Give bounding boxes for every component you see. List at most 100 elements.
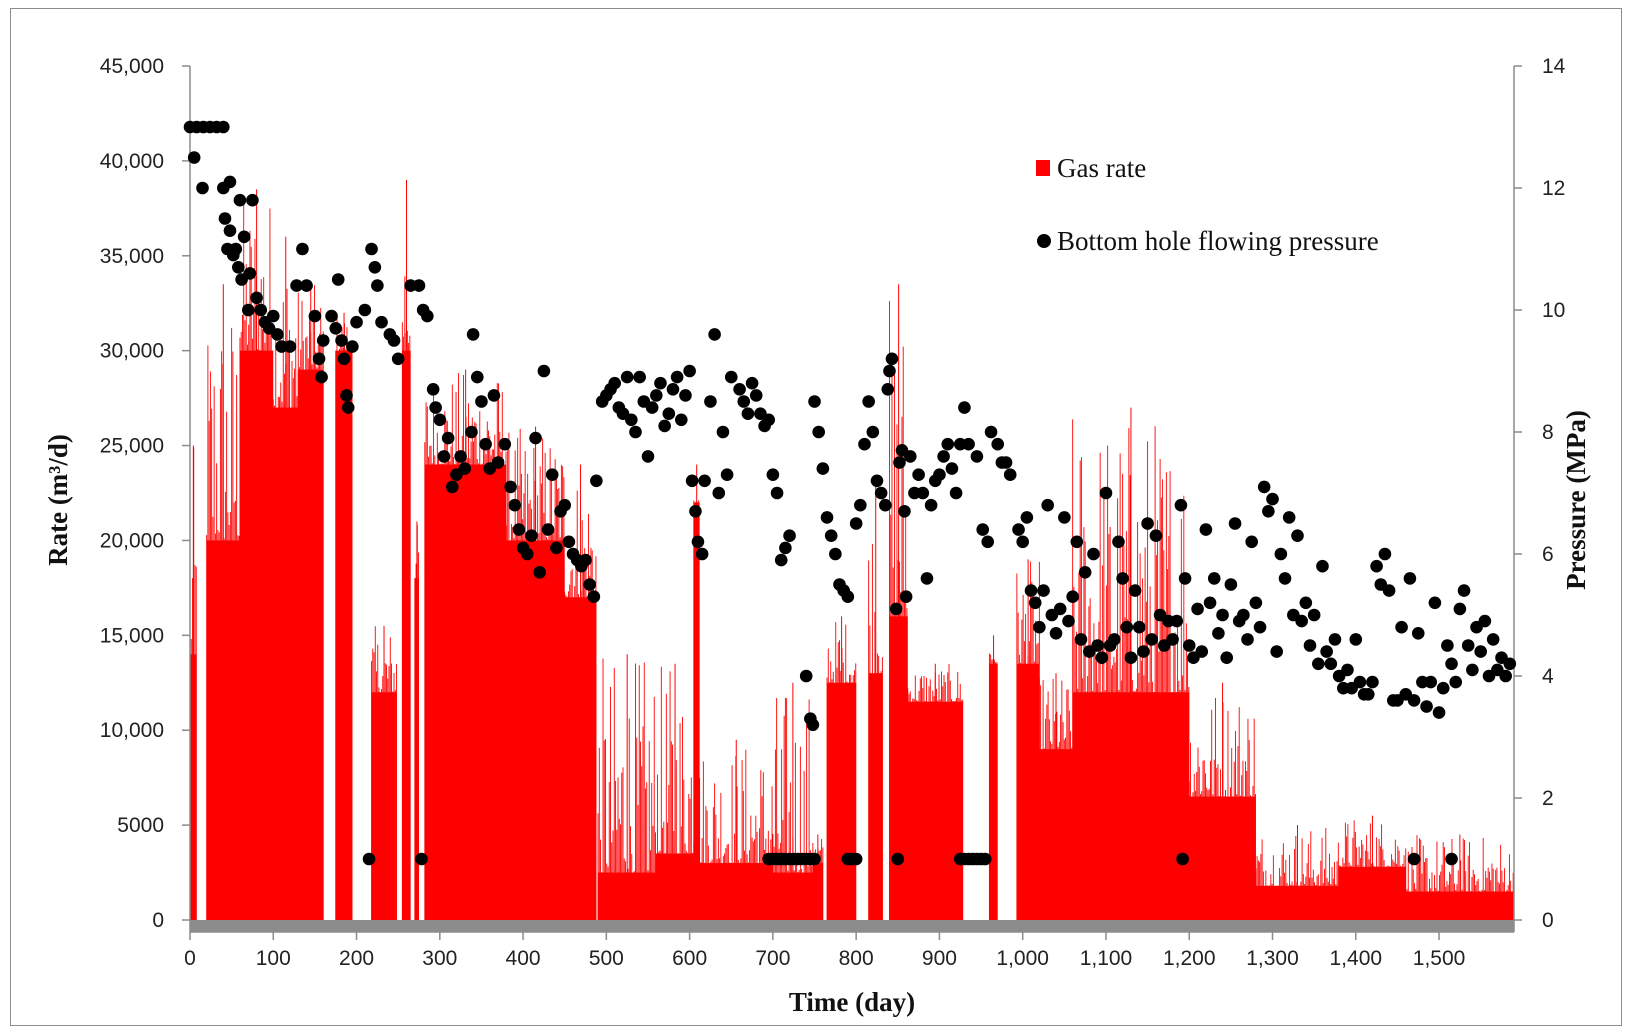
pressure-point xyxy=(415,852,428,866)
pressure-point xyxy=(1070,535,1084,549)
pressure-point xyxy=(978,852,992,866)
pressure-point xyxy=(683,364,696,378)
pressure-point xyxy=(670,370,684,384)
pressure-point xyxy=(1432,706,1446,719)
pressure-point xyxy=(870,474,884,488)
pressure-point xyxy=(712,486,726,500)
pressure-point xyxy=(227,248,240,262)
pressure-point xyxy=(1266,492,1279,506)
pressure-point xyxy=(733,383,746,396)
pressure-point xyxy=(375,315,388,329)
pressure-point xyxy=(426,383,440,396)
pressure-point xyxy=(629,425,642,439)
pressure-point xyxy=(1016,535,1030,549)
pressure-point xyxy=(1049,627,1063,640)
pressure-point xyxy=(1237,608,1250,622)
pressure-point xyxy=(1012,523,1025,536)
y-left-tick-label: 20,000 xyxy=(100,529,164,552)
pressure-point xyxy=(1407,852,1421,866)
legend-gas-rate-marker xyxy=(1036,160,1050,176)
pressure-point xyxy=(437,450,451,463)
pressure-point xyxy=(849,517,863,530)
pressure-point xyxy=(1274,547,1288,561)
pressure-point xyxy=(962,437,975,451)
pressure-point xyxy=(958,401,971,414)
y-right-tick-label: 0 xyxy=(1542,909,1554,932)
gas-rate-segment xyxy=(1255,825,1340,920)
pressure-point xyxy=(685,474,699,488)
pressure-point xyxy=(658,419,671,433)
y-left-tick-label: 35,000 xyxy=(100,245,164,268)
y-left-tick-label: 45,000 xyxy=(100,55,164,78)
y-right-tick-label: 8 xyxy=(1542,421,1554,444)
pressure-point xyxy=(898,505,911,518)
pressure-point xyxy=(899,590,913,603)
pressure-point xyxy=(937,450,950,463)
gas-rate-segment xyxy=(868,483,883,920)
pressure-point xyxy=(916,486,930,500)
pressure-point xyxy=(1041,498,1054,512)
pressure-point xyxy=(654,376,667,390)
pressure-point xyxy=(866,425,880,439)
pressure-point xyxy=(1474,645,1487,658)
y-left-tick-label: 30,000 xyxy=(100,340,164,363)
pressure-point xyxy=(1370,559,1383,573)
pressure-point xyxy=(1024,584,1038,597)
pressure-point xyxy=(783,529,796,542)
pressure-point xyxy=(217,120,230,134)
gas-rate-bars xyxy=(189,179,1514,921)
pressure-point xyxy=(316,334,330,347)
pressure-point xyxy=(984,425,998,439)
pressure-point xyxy=(1328,633,1342,646)
y-right-tick-label: 12 xyxy=(1542,177,1565,200)
pressure-point xyxy=(1299,596,1313,610)
pressure-point xyxy=(223,224,237,237)
pressure-point xyxy=(816,462,830,475)
gas-rate-segment xyxy=(812,834,824,920)
pressure-point xyxy=(466,328,480,341)
pressure-point xyxy=(550,541,563,555)
gas-rate-segment xyxy=(371,625,397,920)
pressure-point xyxy=(300,279,313,292)
pressure-point xyxy=(1449,675,1463,689)
pressure-point xyxy=(741,407,755,421)
pressure-point xyxy=(218,212,232,225)
pressure-point xyxy=(1132,620,1146,634)
pressure-point xyxy=(1033,620,1046,634)
pressure-point xyxy=(1120,620,1134,634)
pressure-point xyxy=(1341,663,1354,677)
pressure-point xyxy=(1091,639,1104,652)
pressure-point xyxy=(1312,657,1325,671)
pressure-point xyxy=(1116,572,1129,585)
pressure-point xyxy=(421,309,434,323)
pressure-point xyxy=(1499,669,1512,683)
pressure-point xyxy=(1245,535,1258,549)
pressure-point xyxy=(362,852,376,866)
pressure-point xyxy=(1461,639,1475,652)
pressure-point xyxy=(1145,633,1159,646)
gas-rate-segment xyxy=(206,284,240,920)
pressure-point xyxy=(479,437,492,451)
pressure-point xyxy=(1353,675,1367,689)
pressure-point xyxy=(187,151,201,164)
pressure-point xyxy=(1378,547,1392,561)
pressure-point xyxy=(949,486,963,500)
pressure-point xyxy=(1457,584,1471,597)
y-left-tick-label: 10,000 xyxy=(100,719,164,742)
pressure-point xyxy=(1403,572,1417,585)
pressure-point xyxy=(1349,633,1363,646)
pressure-point xyxy=(290,279,303,292)
x-tick-label: 400 xyxy=(506,947,541,970)
pressure-point xyxy=(350,315,363,329)
gas-rate-segment xyxy=(889,284,908,920)
pressure-point xyxy=(1112,535,1125,549)
pressure-point xyxy=(498,437,512,451)
pressure-point xyxy=(737,395,751,408)
pressure-point xyxy=(1395,620,1408,634)
x-tick-label: 200 xyxy=(339,947,374,970)
pressure-point xyxy=(341,401,355,414)
pressure-point xyxy=(283,340,297,353)
pressure-point xyxy=(246,193,259,207)
pressure-point xyxy=(1087,547,1100,561)
pressure-point xyxy=(662,407,676,421)
